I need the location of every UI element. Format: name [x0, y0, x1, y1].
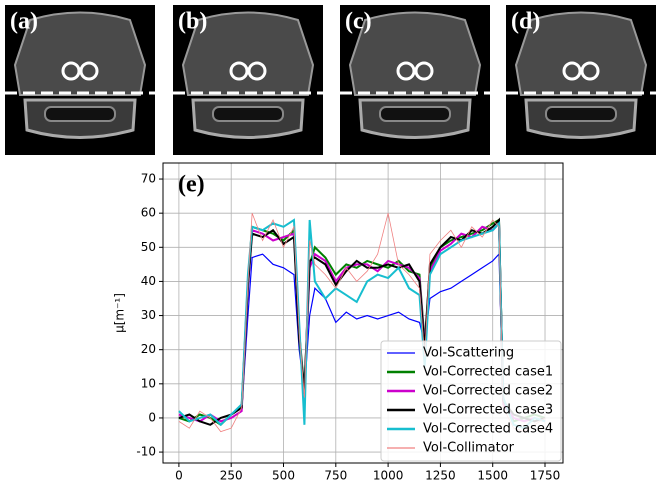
legend-label: Vol-Corrected case4	[423, 422, 553, 437]
x-tick-label: 500	[272, 469, 295, 483]
y-tick-label: 50	[141, 240, 156, 254]
x-tick-label: 1500	[477, 469, 508, 483]
legend-label: Vol-Corrected case2	[423, 384, 553, 399]
y-tick-label: 0	[148, 410, 156, 424]
legend-label: Vol-Corrected case3	[423, 403, 553, 418]
y-tick-label: 10	[141, 376, 156, 390]
y-tick-label: 30	[141, 308, 156, 322]
plot-frame	[162, 162, 564, 464]
data-line	[178, 213, 546, 433]
y-tick-label: 40	[141, 274, 156, 288]
x-tick-label: 1250	[425, 469, 456, 483]
legend-box	[380, 340, 562, 462]
legend-label: Vol-Collimator	[423, 441, 515, 456]
y-tick-label: 20	[141, 342, 156, 356]
y-axis-label: μ[m⁻¹]	[113, 293, 127, 333]
y-tick-label: 70	[141, 172, 156, 186]
legend-label: Vol-Corrected case1	[423, 365, 553, 380]
panel-label: (a)	[10, 9, 38, 35]
annotation: (e)	[178, 172, 205, 198]
x-tick-label: 0	[175, 469, 183, 483]
x-tick-label: 1750	[530, 469, 561, 483]
y-tick-label: 60	[141, 206, 156, 220]
y-tick-label: -10	[136, 445, 156, 459]
legend-label: Vol-Scattering	[423, 346, 514, 361]
panel-label: (c)	[345, 9, 372, 35]
panel-label: (d)	[511, 9, 540, 35]
x-tick-label: 250	[220, 469, 243, 483]
x-tick-label: 750	[324, 469, 347, 483]
x-tick-label: 1000	[373, 469, 404, 483]
panel-label: (b)	[178, 9, 207, 35]
